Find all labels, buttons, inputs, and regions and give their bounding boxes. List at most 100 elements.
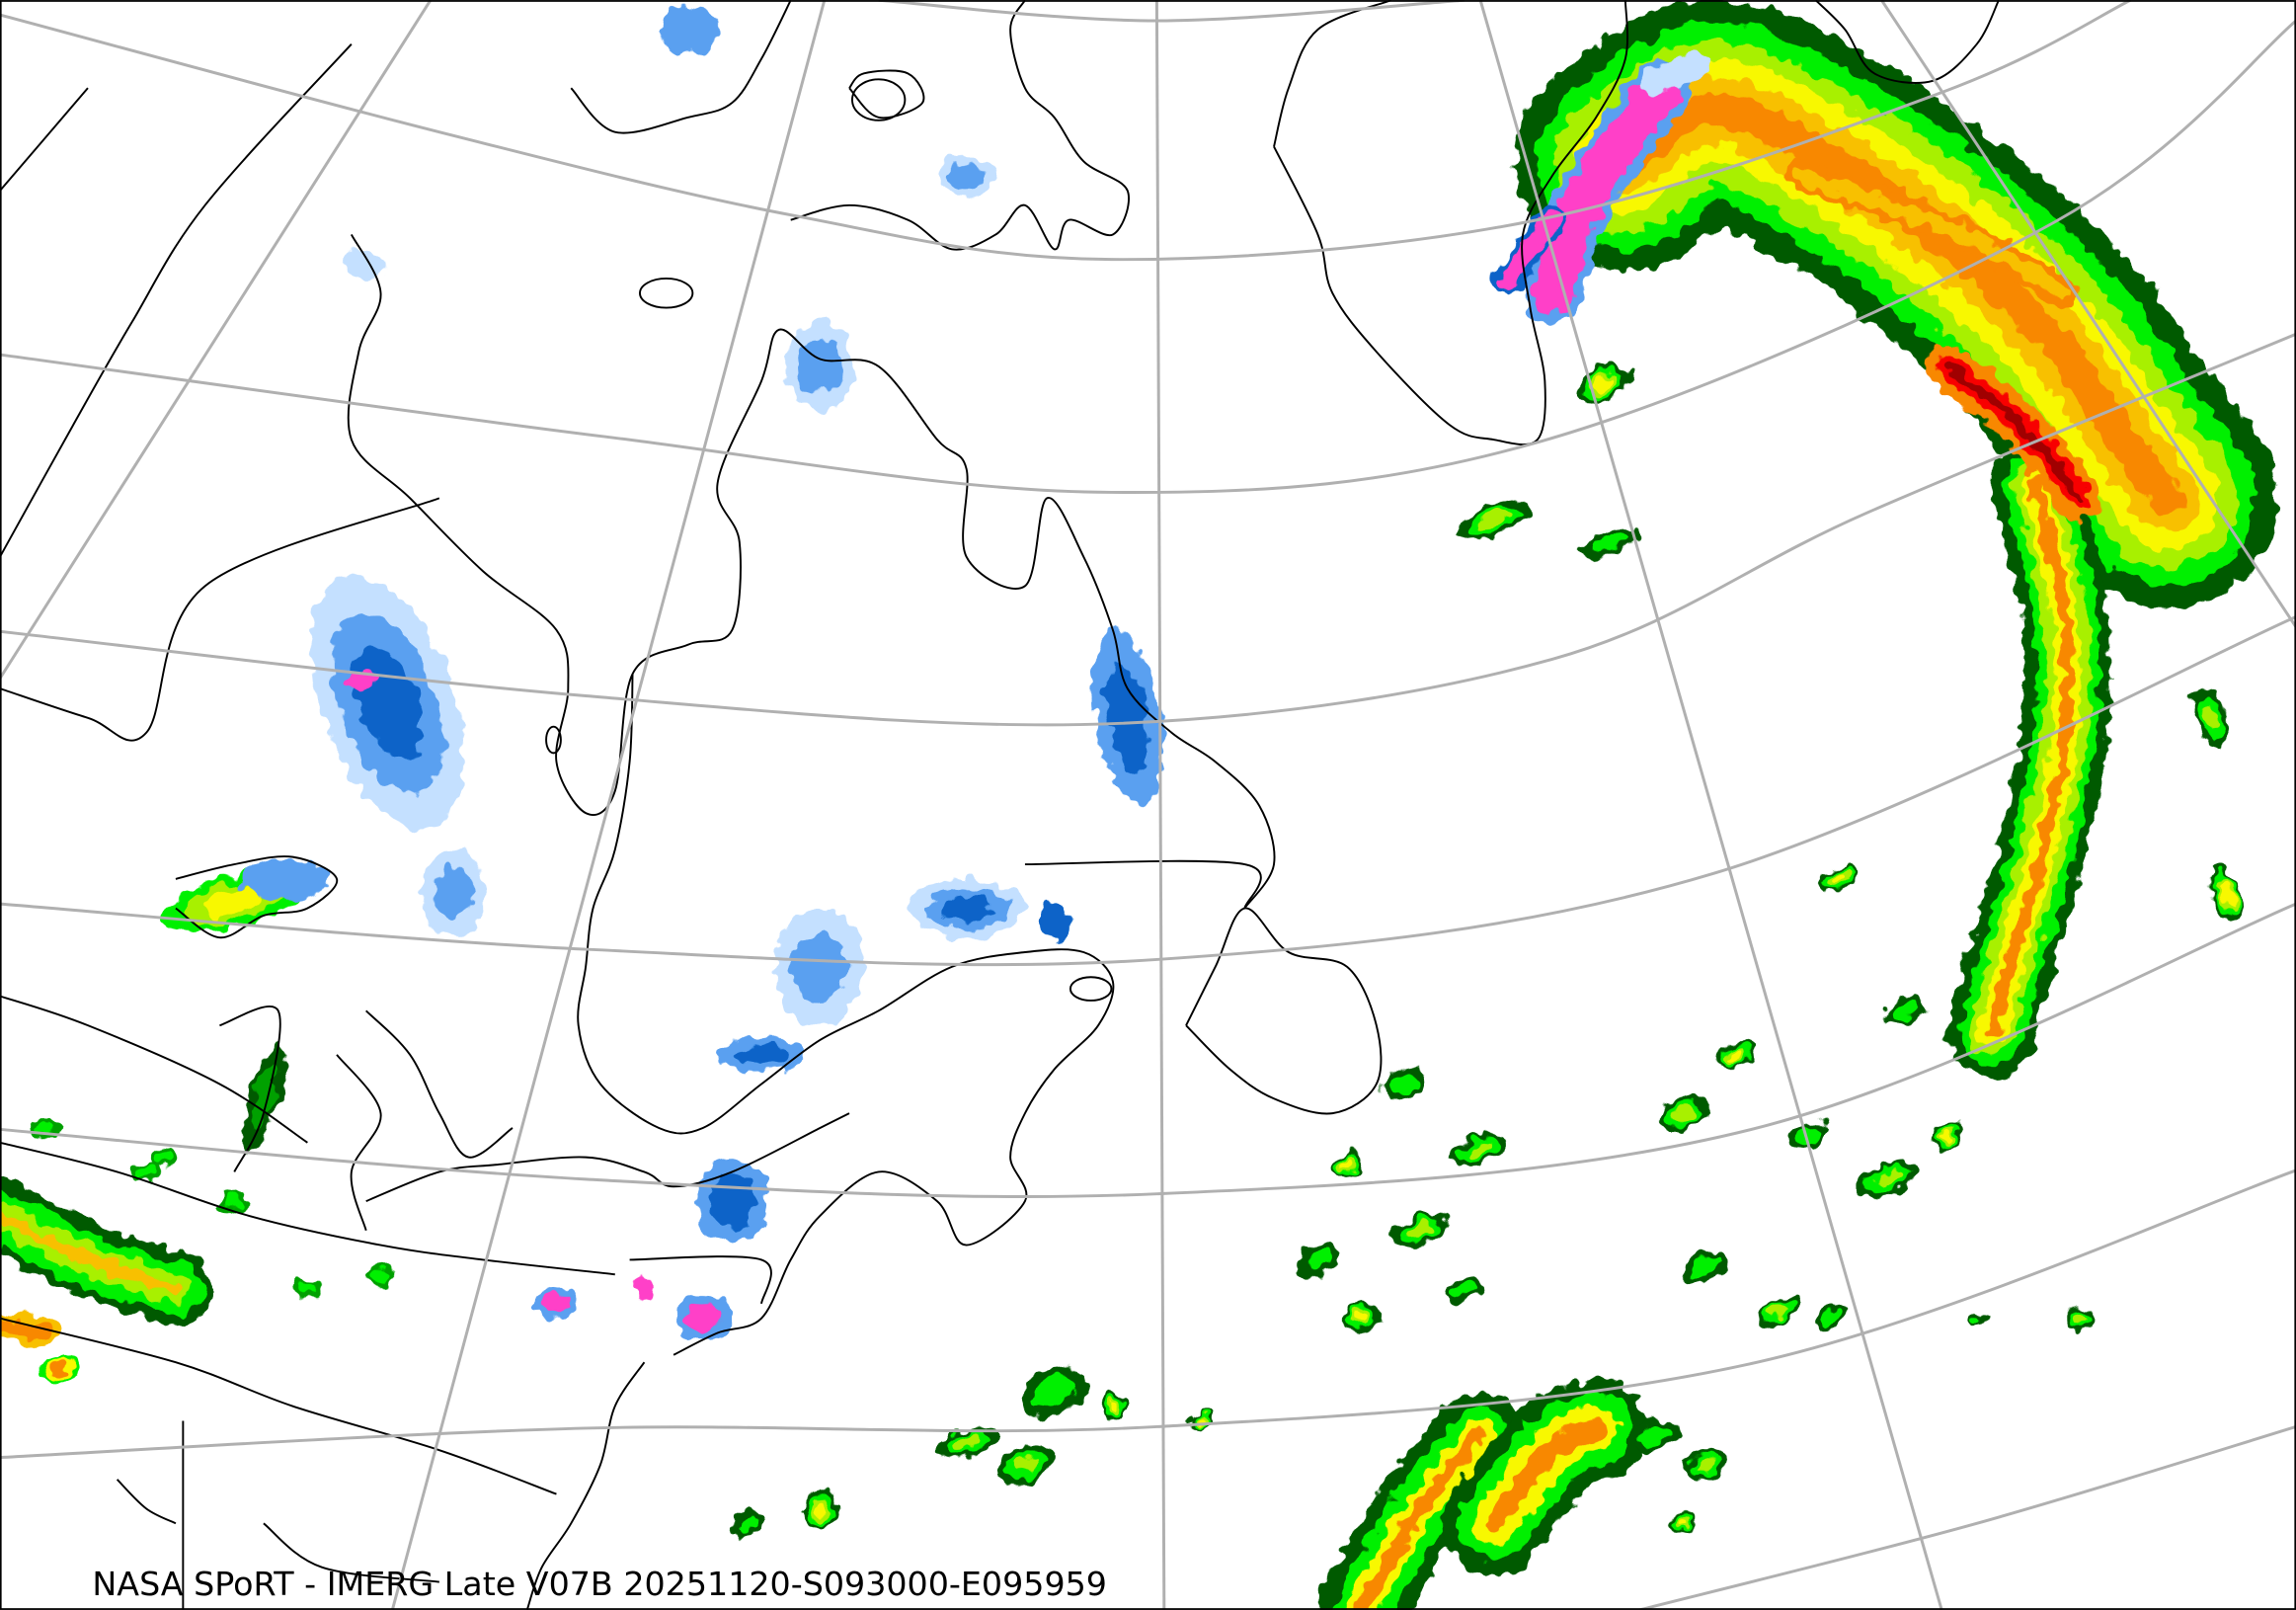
precip-contour [1477, 512, 1510, 529]
snow-area [775, 908, 864, 1026]
latitude-line [0, 1168, 2296, 1460]
rain-cell [1329, 1152, 1365, 1177]
rain-cell [1020, 1366, 1089, 1417]
precip-contour [792, 930, 847, 1004]
coastline [219, 1005, 281, 1172]
snow-area-labrador [1092, 630, 1163, 805]
greenland-mixed-band [1523, 58, 1692, 323]
lake-outline [545, 725, 562, 755]
rain-cell [131, 1162, 162, 1182]
precip-contour [1874, 1170, 1903, 1187]
rain-cell [38, 1357, 80, 1382]
rain-cell [1683, 1250, 1729, 1283]
precip-contour [940, 895, 993, 922]
precip-contour [225, 1194, 244, 1208]
snow-area [717, 1037, 806, 1073]
latitude-line [0, 902, 2296, 1199]
lake-outline [1069, 976, 1113, 1002]
snow-area [659, 6, 718, 53]
precip-contour [1454, 1281, 1475, 1297]
rain-cell [1930, 1122, 1965, 1149]
rain-cell [1391, 1213, 1449, 1248]
coastline [1024, 859, 1262, 909]
southern-band [1442, 1377, 1648, 1575]
rain-cell [799, 1490, 840, 1527]
mixed-cell [532, 1289, 581, 1319]
precip-contour [1830, 874, 1845, 884]
snow-area [696, 1157, 767, 1246]
snow-area [784, 322, 855, 411]
coastline [848, 69, 925, 120]
mixed-cell [344, 672, 374, 690]
precip-contour [371, 1267, 390, 1281]
coastline [0, 1141, 615, 1276]
rain-cell [935, 1424, 997, 1461]
snow-area [936, 155, 996, 197]
coastline [1185, 907, 1383, 1115]
lake-outline [639, 277, 694, 309]
precip-contour [1341, 1160, 1354, 1169]
precip-contour [35, 1121, 53, 1135]
coastline [525, 1361, 646, 1610]
rain-cell [1341, 1303, 1383, 1334]
precip-contour [684, 1304, 721, 1333]
longitude-line [390, 0, 827, 1610]
precip-contour [1728, 1050, 1743, 1060]
precip-contour [137, 1166, 156, 1178]
precip-contour [1672, 1105, 1696, 1121]
snow-band [1641, 52, 1712, 95]
precip-contour [1196, 1417, 1205, 1424]
precip-contour [1795, 1127, 1821, 1144]
snow-area [1039, 902, 1069, 944]
precip-contour [1697, 1458, 1715, 1472]
rain-cell [1788, 1122, 1829, 1149]
longitude-line [0, 0, 433, 680]
precip-contour [298, 1282, 317, 1296]
precip-contour [659, 6, 718, 53]
precip-contour [1941, 1130, 1954, 1140]
precip-band [0, 1209, 182, 1295]
precip-contour [2203, 703, 2219, 732]
precip-contour [342, 249, 390, 279]
precip-contour [49, 1364, 68, 1375]
midwest-rain [0, 1311, 59, 1348]
precip-band [1354, 1427, 1487, 1610]
rain-cell [1858, 1162, 1920, 1197]
precip-contour [1971, 1313, 1983, 1325]
rain-cell [1880, 997, 1927, 1025]
coastline [0, 87, 89, 192]
precip-contour [1012, 1456, 1038, 1474]
precip-contour [1391, 1074, 1420, 1094]
precip-band [1531, 67, 1683, 314]
precip-contour [1770, 1305, 1788, 1318]
rain-cell [1669, 1511, 1699, 1536]
coastline [629, 1255, 772, 1305]
precip-contour [952, 1434, 981, 1451]
rain-cell [1715, 1041, 1756, 1069]
latitude-line [0, 19, 2296, 494]
precip-contour [710, 1173, 754, 1229]
rain-cell [1383, 1068, 1429, 1100]
midwest-rain [0, 1178, 213, 1327]
coastline [347, 234, 1276, 910]
coastline [0, 995, 308, 1144]
coastlines-borders [0, 0, 2000, 1610]
snow-area-quebec [908, 878, 1025, 938]
latitude-line [0, 0, 2132, 262]
coastline [175, 855, 339, 939]
rain-cell [730, 1510, 764, 1537]
precip-contour [1108, 1401, 1118, 1411]
precip-contour [434, 866, 474, 922]
coastline [790, 0, 1130, 251]
rain-cell [1100, 1392, 1126, 1421]
coastline [1814, 0, 2000, 84]
precip-contour [1592, 532, 1630, 552]
rain-cell [2067, 1306, 2092, 1330]
rain-cell [146, 1147, 176, 1167]
latitude-line [0, 332, 2296, 727]
rain-cell [1451, 1132, 1507, 1167]
rain-cell [1658, 1096, 1709, 1130]
precip-contour [541, 1294, 571, 1314]
precip-contour [736, 1515, 757, 1532]
